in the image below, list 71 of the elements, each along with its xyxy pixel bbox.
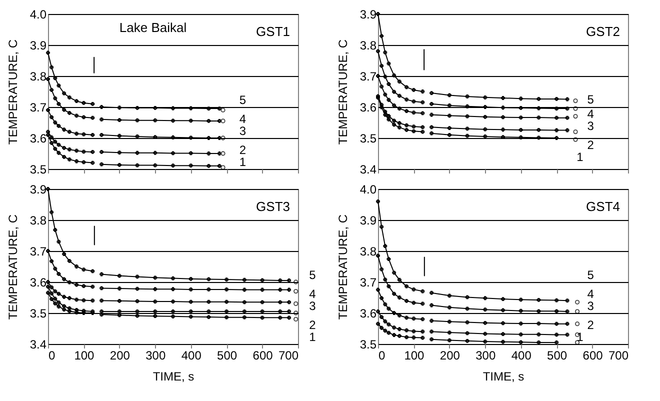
series-label: 2 xyxy=(587,318,594,332)
x-tick-label: 400 xyxy=(511,348,532,362)
y-tick-label: 3.5 xyxy=(30,162,47,176)
x-tick-label: 600 xyxy=(582,348,604,362)
y-tick-label: 3.9 xyxy=(30,38,47,52)
y-tick-label: 3.9 xyxy=(360,8,377,22)
y-tick-label: 3.6 xyxy=(360,306,377,320)
x-tick-label: 500 xyxy=(217,348,238,362)
x-tick-label: 600 xyxy=(252,348,274,362)
y-axis-title: TEMPERATURE, C xyxy=(336,39,350,145)
y-tick-label: 3.4 xyxy=(360,162,377,176)
annotation: GST2 xyxy=(586,24,620,39)
annotation: Lake Baikal xyxy=(119,20,187,35)
annotation: GST3 xyxy=(256,199,290,214)
x-tick-label: 500 xyxy=(547,348,568,362)
series-label: 3 xyxy=(239,124,246,138)
series-label: 3 xyxy=(587,299,594,313)
y-tick-label: 3.8 xyxy=(360,38,377,52)
series-label: 4 xyxy=(587,107,594,121)
series-label: 3 xyxy=(587,119,594,133)
y-tick-label: 3.9 xyxy=(30,182,47,196)
series-label: 1 xyxy=(576,150,584,164)
y-tick-label: 3.4 xyxy=(30,338,47,352)
y-tick-label: 3.7 xyxy=(30,244,47,258)
x-tick-label: 400 xyxy=(181,348,202,362)
series-label: 2 xyxy=(309,318,316,332)
x-tick-label: 0 xyxy=(48,348,56,362)
y-tick-label: 4.0 xyxy=(360,182,377,196)
series-label: 4 xyxy=(309,287,316,301)
x-tick-label: 0 xyxy=(378,348,386,362)
y-tick-label: 3.6 xyxy=(360,100,377,114)
y-axis-title: TEMPERATURE, C xyxy=(6,214,20,320)
y-tick-label: 3.5 xyxy=(30,306,47,320)
series-label: 5 xyxy=(587,92,594,106)
x-tick-label: 200 xyxy=(440,348,460,362)
x-tick-label: 300 xyxy=(146,348,166,362)
series-label: 1 xyxy=(309,330,316,344)
y-tick-label: 3.7 xyxy=(360,70,377,84)
y-tick-label: 3.9 xyxy=(360,214,377,228)
text: 5 xyxy=(587,268,594,282)
x-tick-label: 100 xyxy=(404,348,425,362)
series-label: 5 xyxy=(239,93,246,107)
series-label: 5 xyxy=(309,268,316,282)
series-label: 4 xyxy=(239,112,246,126)
annotation: GST4 xyxy=(586,199,620,214)
x-tick-label: 100 xyxy=(74,348,95,362)
series-label: 1 xyxy=(576,330,584,344)
series-label: 1 xyxy=(239,155,246,169)
x-axis-title: TIME, s xyxy=(482,370,524,384)
x-tick-label: 200 xyxy=(110,348,130,362)
x-tick-label: 700 xyxy=(608,348,629,362)
y-tick-label: 3.7 xyxy=(360,276,377,290)
y-tick-label: 3.8 xyxy=(30,214,47,228)
y-tick-label: 3.5 xyxy=(360,132,377,146)
series-label: 2 xyxy=(587,138,594,152)
y-tick-label: 4.0 xyxy=(30,8,47,22)
y-axis-title: TEMPERATURE, C xyxy=(6,39,20,145)
y-tick-label: 3.5 xyxy=(360,338,377,352)
y-tick-label: 3.6 xyxy=(30,132,47,146)
series-label: 3 xyxy=(309,299,316,313)
x-tick-label: 300 xyxy=(476,348,496,362)
x-tick-label: 700 xyxy=(278,348,299,362)
y-axis-title: TEMPERATURE, C xyxy=(336,214,350,320)
x-axis-title: TIME, s xyxy=(152,370,194,384)
annotation: GST1 xyxy=(256,24,290,39)
y-tick-label: 3.6 xyxy=(30,276,47,290)
y-tick-label: 3.8 xyxy=(360,244,377,258)
y-tick-label: 3.8 xyxy=(30,70,47,84)
series-label: 4 xyxy=(587,287,594,301)
series-label: 2 xyxy=(239,143,246,157)
y-tick-label: 3.7 xyxy=(30,100,47,114)
